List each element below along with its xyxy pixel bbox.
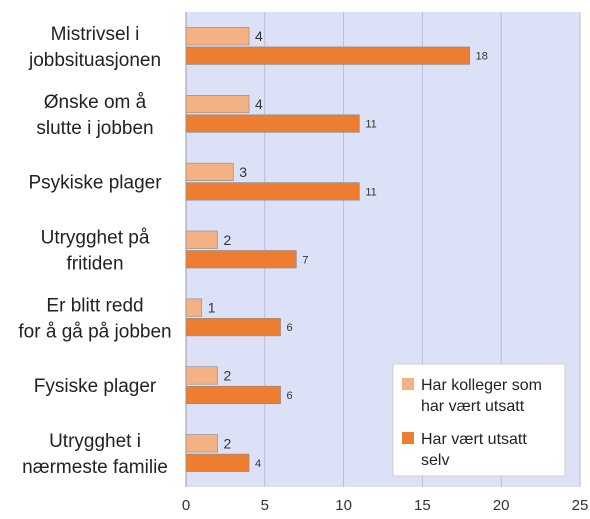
x-tick-label: 15 [414, 497, 431, 514]
legend-swatch [402, 378, 414, 390]
bar-colleagues [185, 27, 250, 46]
bar-colleagues [185, 434, 218, 453]
data-label: 2 [224, 367, 232, 383]
legend-entry: Har kolleger som har vært utsatt [421, 377, 542, 415]
data-label: 6 [287, 322, 293, 334]
data-label: 1 [208, 300, 216, 316]
data-label: 4 [255, 28, 263, 44]
bar-self [185, 318, 281, 337]
legend-entry: Har vært utsatt selv [421, 431, 527, 469]
data-label: 11 [365, 186, 376, 198]
gridlines [185, 12, 581, 487]
data-label: 4 [255, 458, 261, 470]
data-label: 11 [365, 119, 376, 131]
x-tick-label: 0 [182, 497, 190, 514]
legend-box [392, 363, 566, 477]
category-label: Psykiske plager [28, 173, 162, 194]
x-tick-label: 20 [493, 497, 510, 514]
legend-swatch [402, 432, 414, 444]
x-tick-label: 5 [261, 497, 269, 514]
category-labels: Mistrivsel i jobbsituasjonen Ønske om å slu… [18, 24, 171, 478]
bar-colleagues [185, 298, 203, 317]
x-tick-label: 25 [572, 497, 589, 514]
category-label: Ønske om å slutte i jobben [36, 92, 153, 139]
data-label: 3 [239, 164, 247, 180]
category-label: Fysiske plager [34, 376, 157, 397]
data-label: 18 [476, 51, 488, 63]
category-label: Utrygghet på fritiden [41, 228, 150, 275]
bar-colleagues [185, 230, 218, 249]
bar-self [185, 182, 360, 201]
bar-colleagues [185, 366, 218, 385]
x-axis-ticks: 0 5 10 15 20 25 [182, 497, 589, 514]
bar-series: 4 18 4 11 3 11 2 7 1 6 2 6 2 4 [185, 27, 488, 472]
bar-self [185, 385, 281, 405]
bar-self [185, 453, 250, 472]
category-label: Er blitt redd for å gå på jobben [18, 295, 171, 342]
bar-colleagues [185, 94, 250, 114]
data-label: 2 [224, 232, 232, 248]
data-label: 4 [255, 96, 263, 112]
bar-self [185, 114, 360, 133]
category-label: Mistrivsel i jobbsituasjonen [28, 24, 161, 71]
bar-colleagues [185, 162, 234, 181]
data-label: 7 [302, 254, 308, 266]
category-label: Utrygghet i nærmeste familie [22, 431, 168, 478]
data-label: 6 [287, 390, 293, 402]
bar-self [185, 250, 297, 269]
legend: Har kolleger som har vært utsatt Har vært … [392, 363, 566, 477]
data-label: 2 [224, 435, 232, 451]
x-tick-label: 10 [335, 497, 352, 514]
bar-self [185, 46, 470, 65]
